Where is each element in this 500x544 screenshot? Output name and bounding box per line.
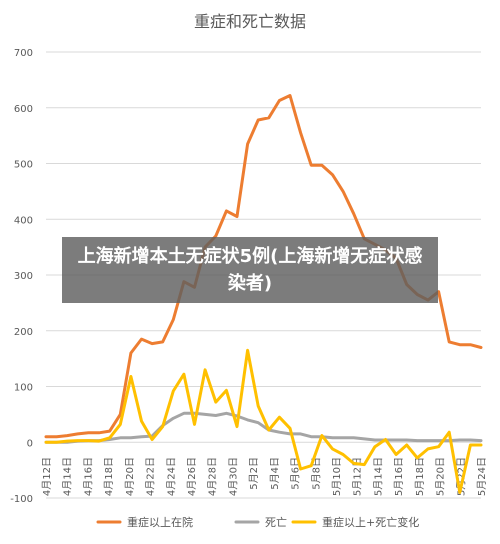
- y-tick-label: -100: [10, 494, 33, 505]
- x-tick-label: 5月12日: [352, 457, 364, 496]
- x-tick-label: 4月28日: [207, 457, 219, 496]
- legend-label: 重症以上在院: [127, 515, 193, 529]
- x-tick-label: 4月16日: [82, 457, 94, 496]
- x-tick-label: 5月2日: [248, 457, 260, 490]
- x-tick-label: 5月16日: [393, 457, 405, 496]
- series-line: [44, 411, 483, 444]
- x-tick-label: 5月18日: [414, 457, 426, 496]
- y-tick-label: 300: [14, 271, 33, 282]
- x-axis: 4月12日 4月14日 4月16日 4月18日 4月20日 4月22日 4月24日 4月26日…: [41, 457, 488, 496]
- chart-title: 重症和死亡数据: [194, 12, 306, 31]
- series-line: [44, 348, 483, 494]
- y-tick-label: 600: [14, 104, 33, 115]
- y-tick-label: 0: [27, 438, 33, 449]
- legend-label: 重症以上+死亡变化: [322, 515, 419, 529]
- y-tick-label: 200: [14, 327, 33, 338]
- x-tick-label: 4月20日: [124, 457, 136, 496]
- legend-label: 死亡: [265, 515, 287, 529]
- x-tick-label: 5月24日: [476, 457, 488, 496]
- x-tick-label: 4月14日: [62, 457, 74, 496]
- legend: 重症以上在院 死亡 重症以上+死亡变化: [96, 515, 419, 529]
- x-tick-label: 4月22日: [145, 457, 157, 496]
- y-tick-label: 100: [14, 383, 33, 394]
- y-axis: -100 0 100 200 300 400 500 600 700: [10, 48, 33, 505]
- x-tick-label: 4月12日: [41, 457, 53, 496]
- x-tick-label: 4月18日: [103, 457, 115, 496]
- y-tick-label: 400: [14, 215, 33, 226]
- y-tick-label: 500: [14, 160, 33, 171]
- x-tick-label: 5月14日: [372, 457, 384, 496]
- x-tick-label: 5月10日: [331, 457, 343, 496]
- x-tick-label: 4月24日: [165, 457, 177, 496]
- x-tick-label: 5月20日: [435, 457, 447, 496]
- x-tick-label: 4月26日: [186, 457, 198, 496]
- x-tick-label: 5月4日: [269, 457, 281, 490]
- x-tick-label: 5月8日: [310, 457, 322, 490]
- y-tick-label: 700: [14, 48, 33, 59]
- headline-overlay: 上海新增本土无症状5例(上海新增无症状感染者): [62, 237, 438, 303]
- x-tick-label: 4月30日: [227, 457, 239, 496]
